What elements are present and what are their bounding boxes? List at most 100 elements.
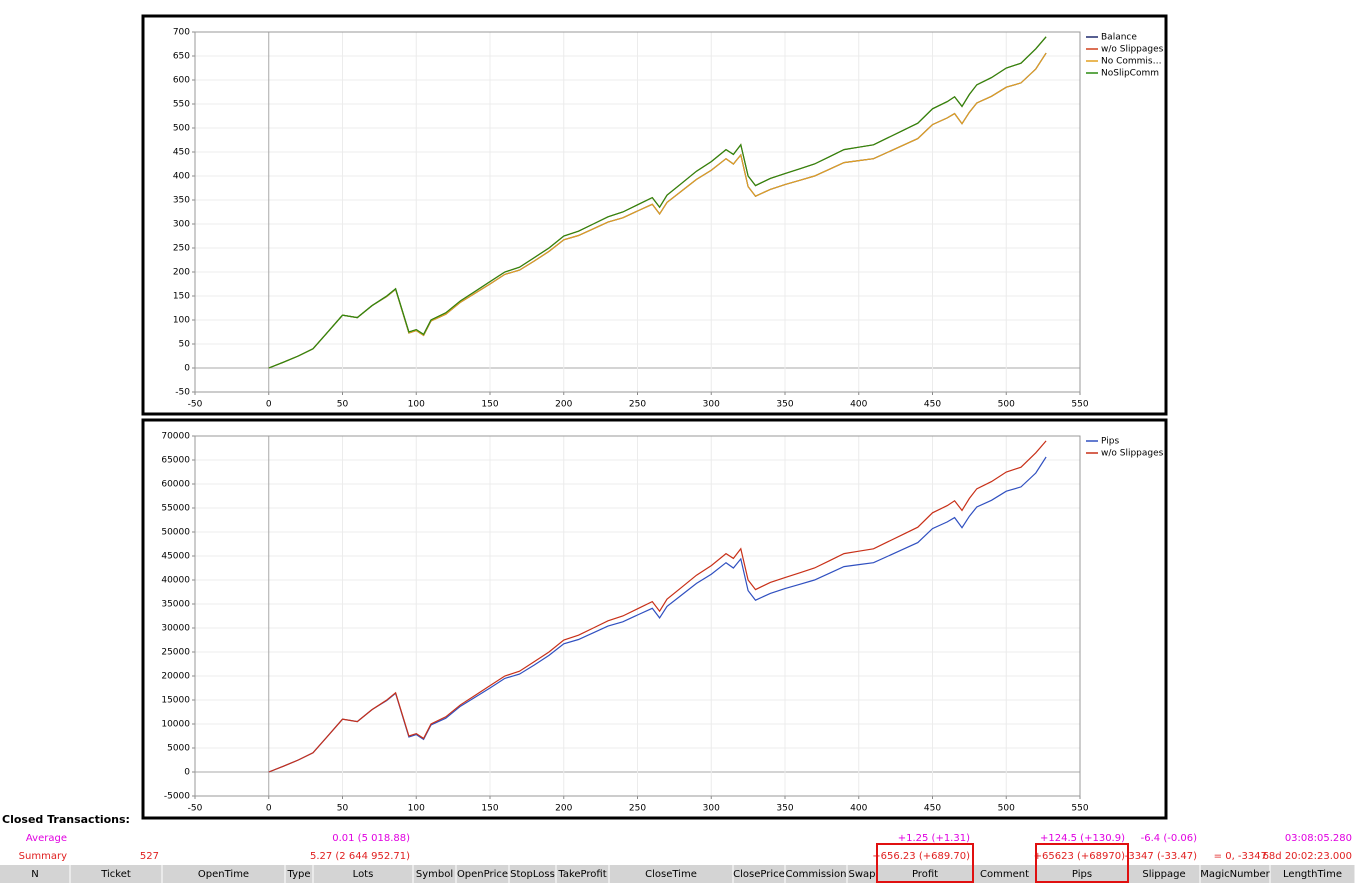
y-tick-label: 400	[173, 172, 190, 182]
y-tick-label: 15000	[161, 696, 190, 706]
plot-border	[194, 31, 1081, 393]
x-tick-label: 100	[408, 400, 425, 410]
summary-cell: +656.23 (+689.70)	[872, 851, 970, 862]
x-tick-label: 150	[481, 804, 498, 814]
legend-label: No Commis…	[1101, 57, 1162, 67]
y-tick-label: 200	[173, 268, 190, 278]
y-tick-label: 250	[173, 244, 190, 254]
x-tick-label: 250	[629, 400, 646, 410]
column-header: Comment	[980, 869, 1029, 880]
column-header: LengthTime	[1283, 869, 1342, 880]
x-tick-label: 150	[481, 400, 498, 410]
x-tick-label: 0	[266, 804, 272, 814]
x-tick-label: 200	[555, 400, 572, 410]
header-bg	[0, 865, 1355, 883]
y-tick-label: 5000	[167, 744, 190, 754]
y-tick-label: 35000	[161, 600, 190, 610]
x-tick-label: 300	[703, 804, 720, 814]
y-tick-label: 550	[173, 100, 190, 110]
column-header: Pips	[1072, 869, 1092, 880]
y-tick-label: 50	[179, 340, 191, 350]
chart: -500501001502002503003504004505005506006…	[173, 28, 1164, 410]
series-line	[268, 440, 1047, 773]
legend-label: Pips	[1101, 437, 1119, 447]
summary-cell: -3347 (-33.47)	[1125, 851, 1197, 862]
x-tick-label: -50	[188, 804, 203, 814]
y-tick-label: 100	[173, 316, 190, 326]
y-tick-label: 600	[173, 76, 190, 86]
summary-cell: Summary	[19, 851, 67, 862]
y-tick-label: 20000	[161, 672, 190, 682]
x-tick-label: 350	[776, 804, 793, 814]
column-header: ClosePrice	[733, 869, 785, 880]
column-header: Profit	[912, 869, 938, 880]
legend-label: w/o Slippages	[1101, 449, 1164, 459]
y-tick-label: 55000	[161, 504, 190, 514]
series-line	[268, 36, 1047, 369]
y-tick-label: 10000	[161, 720, 190, 730]
y-tick-label: 150	[173, 292, 190, 302]
y-tick-label: 650	[173, 52, 190, 62]
column-header: MagicNumber	[1200, 869, 1270, 880]
y-tick-label: 40000	[161, 576, 190, 586]
chart: -5000 0 5000 10000 15000 20000 25000 30000 35000…	[161, 432, 1163, 814]
average-cell: 0.01 (5 018.88)	[332, 833, 410, 844]
average-cell: -6.4 (-0.06)	[1141, 833, 1197, 844]
x-tick-label: 50	[337, 400, 349, 410]
y-tick-label: 0	[184, 768, 190, 778]
y-tick-label: 300	[173, 220, 190, 230]
y-tick-label: 0	[184, 364, 190, 374]
x-tick-label: 450	[924, 804, 941, 814]
column-header: Commission	[785, 869, 846, 880]
x-tick-label: 400	[850, 400, 867, 410]
y-tick-label: 30000	[161, 624, 190, 634]
column-header: OpenPrice	[457, 869, 508, 880]
x-tick-label: 0	[266, 400, 272, 410]
y-tick-label: -5000	[164, 792, 190, 802]
x-tick-label: 400	[850, 804, 867, 814]
column-header: TakeProfit	[557, 869, 606, 880]
chart-frame	[141, 418, 1168, 820]
y-tick-label: 60000	[161, 480, 190, 490]
chart-frame	[141, 14, 1168, 416]
column-header: CloseTime	[645, 869, 697, 880]
y-tick-label: 50000	[161, 528, 190, 538]
column-header: Symbol	[416, 869, 453, 880]
highlight-box	[1035, 843, 1129, 883]
y-tick-label: 500	[173, 124, 190, 134]
legend-label: NoSlipComm	[1101, 69, 1159, 79]
summary-cell: 527	[140, 851, 159, 862]
x-tick-label: 500	[998, 400, 1015, 410]
column-header: Slippage	[1142, 869, 1185, 880]
x-tick-label: 300	[703, 400, 720, 410]
column-header: Ticket	[100, 869, 131, 880]
summary-cell: = 0, -3347	[1214, 851, 1267, 862]
y-tick-label: -50	[175, 388, 190, 398]
x-tick-label: 250	[629, 804, 646, 814]
x-tick-label: -50	[188, 400, 203, 410]
column-header: Swap	[848, 869, 875, 880]
series-line	[268, 456, 1047, 773]
column-header: Lots	[353, 869, 374, 880]
y-tick-label: 350	[173, 196, 190, 206]
highlight-box	[876, 843, 974, 883]
x-tick-label: 550	[1071, 400, 1088, 410]
y-tick-label: 25000	[161, 648, 190, 658]
x-tick-label: 550	[1071, 804, 1088, 814]
y-tick-label: 70000	[161, 432, 190, 442]
x-tick-label: 450	[924, 400, 941, 410]
summary-cell: +65623 (+68970)	[1034, 851, 1125, 862]
x-tick-label: 100	[408, 804, 425, 814]
y-tick-label: 65000	[161, 456, 190, 466]
y-tick-label: 450	[173, 148, 190, 158]
x-tick-label: 50	[337, 804, 349, 814]
average-cell: +124.5 (+130.9)	[1040, 833, 1125, 844]
legend-label: Balance	[1101, 33, 1137, 43]
series-line	[268, 52, 1047, 369]
y-tick-label: 700	[173, 28, 190, 38]
legend-label: w/o Slippages	[1101, 45, 1164, 55]
column-header: StopLoss	[510, 869, 555, 880]
column-header: OpenTime	[198, 869, 249, 880]
average-cell: 03:08:05.280	[1285, 833, 1352, 844]
